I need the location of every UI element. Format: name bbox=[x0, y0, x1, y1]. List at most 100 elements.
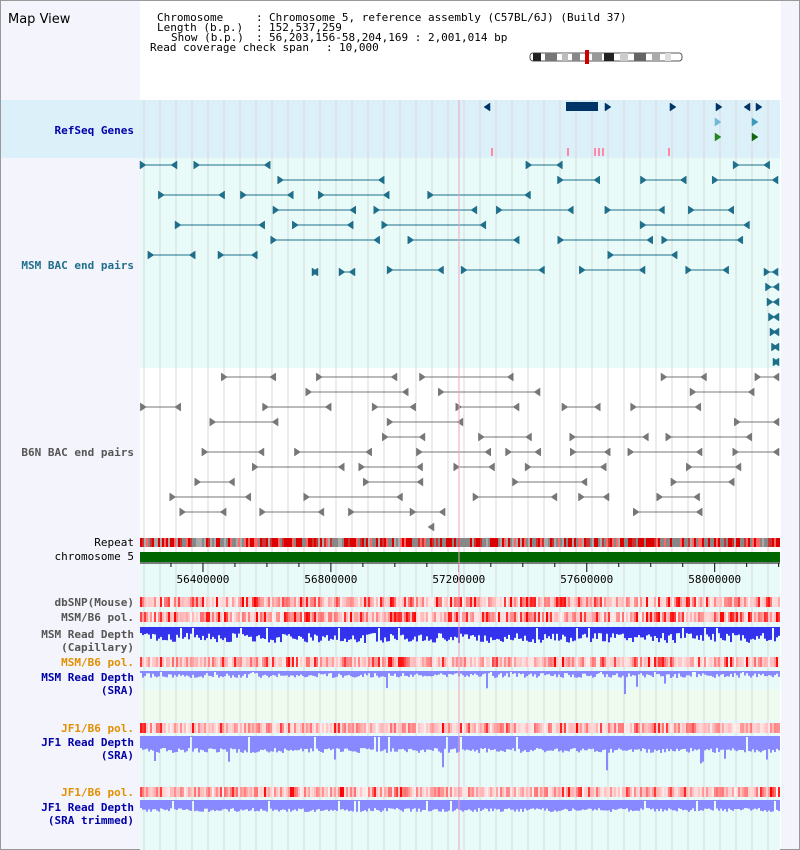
jf1-b6-pol2-heat-cell bbox=[448, 787, 450, 797]
jf1-b6-pol2-heat-cell bbox=[672, 787, 674, 797]
repeat-segment bbox=[710, 538, 712, 547]
dbsnp-heat-cell bbox=[432, 597, 434, 607]
jf1-b6-pol-heat-cell bbox=[162, 723, 164, 733]
jf1-sra-trimmed-depth-bar bbox=[434, 800, 436, 810]
dbsnp-heat-cell bbox=[320, 597, 322, 607]
gene-exon-mark bbox=[602, 148, 604, 156]
msm-capillary-depth-bar bbox=[328, 627, 330, 641]
msm-sra-depth-bar bbox=[210, 671, 212, 677]
jf1-sra-trimmed-depth-bar bbox=[674, 800, 676, 811]
msm-b6-pol2-heat-cell bbox=[472, 657, 474, 667]
jf1-b6-pol-heat-cell bbox=[264, 723, 266, 733]
msm-capillary-depth-bar bbox=[320, 627, 322, 641]
msm-b6-pol2-heat-cell bbox=[488, 657, 490, 667]
repeat-segment bbox=[444, 538, 446, 547]
msm-b6-pol2-heat-cell bbox=[504, 657, 506, 667]
repeat-segment bbox=[210, 538, 212, 547]
msm-b6-pol-heat-cell bbox=[152, 612, 154, 622]
chromosome-bar[interactable] bbox=[140, 552, 780, 562]
repeat-segment bbox=[190, 538, 192, 547]
jf1-sra-depth-bar bbox=[706, 736, 708, 750]
read-depth-tracks[interactable] bbox=[140, 627, 780, 812]
jf1-b6-pol-heat-cell bbox=[328, 723, 330, 733]
msm-b6-pol2-heat-cell bbox=[578, 657, 580, 667]
jf1-sra-depth-bar bbox=[410, 736, 412, 749]
msm-capillary-depth-bar bbox=[450, 627, 452, 637]
jf1-b6-pol-heat-cell bbox=[316, 723, 318, 733]
jf1-sra-trimmed-depth-bar bbox=[222, 800, 224, 810]
refseq-label-bg bbox=[1, 100, 140, 158]
jf1-b6-pol2-heat-cell bbox=[538, 787, 540, 797]
msm-capillary-depth-bar bbox=[366, 627, 368, 635]
msm-bac-pair-start bbox=[158, 190, 165, 200]
chromosome-ideogram[interactable] bbox=[529, 50, 683, 64]
jf1-b6-pol-heat-cell bbox=[500, 723, 502, 733]
dbsnp-heat-cell bbox=[324, 597, 326, 607]
jf1-b6-pol-heat-cell bbox=[282, 723, 284, 733]
msm-b6-pol2-heat-cell bbox=[158, 657, 160, 667]
jf1-sra-trimmed-depth-bar bbox=[734, 800, 736, 810]
msm-capillary-depth-bar bbox=[394, 627, 396, 639]
dbsnp-heat-cell bbox=[230, 597, 232, 607]
msm-b6-pol2-heat-cell bbox=[450, 657, 452, 667]
jf1-b6-pol2-heat-cell bbox=[154, 787, 156, 797]
msm-b6-pol-heat-cell bbox=[198, 612, 200, 622]
jf1-b6-pol-heat-cell bbox=[590, 723, 592, 733]
msm-b6-pol-heat-cell bbox=[614, 612, 616, 622]
msm-b6-pol-heat-cell bbox=[284, 612, 286, 622]
msm-b6-pol2-heat-cell bbox=[336, 657, 338, 667]
gene-arrow bbox=[669, 102, 677, 112]
msm-capillary-depth-bar bbox=[696, 627, 698, 636]
msm-b6-pol-heat-cell bbox=[716, 612, 718, 622]
refseq-gene-features[interactable] bbox=[483, 102, 763, 156]
b6n-bac-pair-start bbox=[294, 447, 301, 457]
msm-b6-pol2-heat-cell bbox=[644, 657, 646, 667]
b6n-bac-pair-end bbox=[390, 372, 398, 382]
jf1-b6-pol2-heat-cell bbox=[446, 787, 448, 797]
dbsnp-heat-cell bbox=[270, 597, 272, 607]
b6n-bac-pairs[interactable] bbox=[140, 372, 780, 532]
msm-b6-pol-heat-cell bbox=[314, 612, 316, 622]
repeat-segment bbox=[692, 538, 694, 547]
jf1-sra-depth-bar bbox=[680, 736, 682, 750]
jf1-b6-pol2-heat-cell bbox=[184, 787, 186, 797]
msm-b6-pol-heat-cell bbox=[422, 612, 424, 622]
jf1-sra-depth-bar bbox=[482, 736, 484, 750]
msm-sra-depth-bar bbox=[690, 671, 692, 677]
jf1-b6-pol2-heat-cell bbox=[754, 787, 756, 797]
track-label-msm-depth-sra-sub: (SRA) bbox=[101, 684, 134, 697]
msm-b6-pol2-heat-cell bbox=[740, 657, 742, 667]
repeat-track[interactable] bbox=[140, 538, 780, 547]
msm-b6-pol2-heat-cell bbox=[398, 657, 400, 667]
msm-bac-pair-end bbox=[346, 220, 354, 230]
jf1-b6-pol2-heat-cell bbox=[486, 787, 488, 797]
jf1-sra-trimmed-depth-bar bbox=[666, 800, 668, 811]
msm-capillary-depth-bar bbox=[514, 627, 516, 638]
jf1-b6-pol-heat-cell bbox=[556, 723, 558, 733]
msm-b6-pol-heat-cell bbox=[272, 612, 274, 622]
msm-b6-pol2-heat-cell bbox=[520, 657, 522, 667]
msm-b6-pol-heat-cell bbox=[702, 612, 704, 622]
msm-capillary-depth-bar bbox=[760, 627, 762, 636]
dbsnp-heat-cell bbox=[542, 597, 544, 607]
jf1-b6-pol-heat-cell bbox=[238, 723, 240, 733]
msm-b6-pol-heat-cell bbox=[574, 612, 576, 622]
jf1-sra-depth-bar bbox=[536, 736, 538, 749]
polymorphism-heatmaps[interactable] bbox=[140, 597, 780, 797]
jf1-b6-pol-heat-cell bbox=[446, 723, 448, 733]
dbsnp-heat-cell bbox=[656, 597, 658, 607]
msm-b6-pol2-heat-cell bbox=[264, 657, 266, 667]
msm-b6-pol2-heat-cell bbox=[660, 657, 662, 667]
msm-bac-pairs[interactable] bbox=[139, 160, 780, 367]
msm-sra-depth-bar bbox=[584, 671, 586, 674]
msm-capillary-depth-bar bbox=[726, 627, 728, 634]
repeat-segment bbox=[558, 538, 560, 547]
msm-capillary-depth-bar bbox=[582, 627, 584, 635]
jf1-sra-trimmed-depth-bar bbox=[376, 800, 378, 810]
msm-b6-pol2-heat-cell bbox=[752, 657, 754, 667]
b6n-bac-pair-start bbox=[630, 402, 638, 412]
jf1-b6-pol2-heat-cell bbox=[378, 787, 380, 797]
jf1-b6-pol-heat-cell bbox=[376, 723, 378, 733]
jf1-b6-pol-heat-cell bbox=[772, 723, 774, 733]
